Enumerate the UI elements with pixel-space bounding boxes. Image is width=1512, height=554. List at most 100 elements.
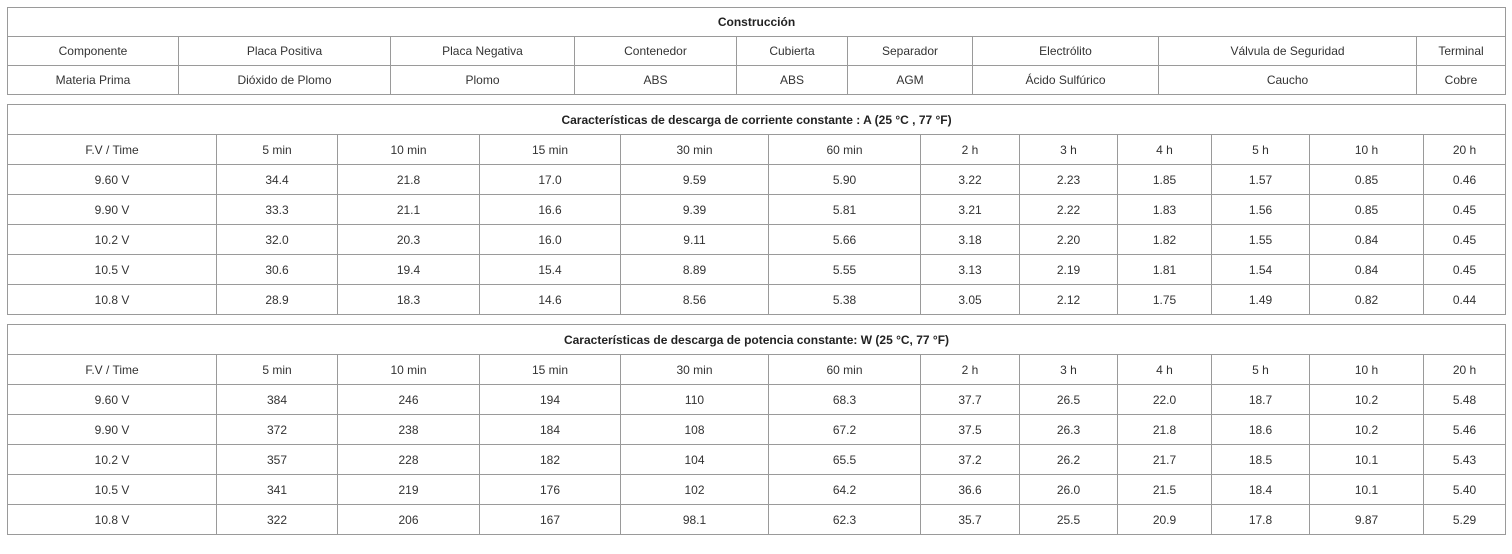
value-cell: 16.0 <box>479 224 621 255</box>
value-cell: 21.5 <box>1117 474 1212 505</box>
value-cell: 228 <box>337 444 480 475</box>
value-cell: 17.8 <box>1211 504 1310 535</box>
value-cell: 0.44 <box>1422 284 1507 315</box>
value-cell: 0.84 <box>1309 224 1424 255</box>
value-cell: 35.7 <box>920 504 1020 535</box>
row-label-cell: 10.2 V <box>7 444 217 475</box>
column-header: 10 min <box>337 354 480 385</box>
row-label-cell: 10.2 V <box>7 224 217 255</box>
value-cell: 2.22 <box>1019 194 1118 225</box>
power-table-title: Características de descarga de potencia … <box>7 324 1506 355</box>
value-cell: 5.66 <box>768 224 921 255</box>
value-cell: 102 <box>620 474 769 505</box>
value-cell: 20.3 <box>337 224 480 255</box>
value-cell: 19.4 <box>337 254 480 285</box>
value-cell: 341 <box>216 474 338 505</box>
value-cell: 3.18 <box>920 224 1020 255</box>
column-header: 5 min <box>216 134 338 165</box>
column-header: 60 min <box>768 354 921 385</box>
column-header: 15 min <box>479 354 621 385</box>
table-row: 10.8 V 28.9 18.3 14.6 8.56 5.38 3.05 2.12 1.75 1.… <box>7 284 1507 315</box>
table-row: 9.60 V 34.4 21.8 17.0 9.59 5.90 3.22 2.23 1.85 1.… <box>7 164 1507 195</box>
table-row: 10.2 V 32.0 20.3 16.0 9.11 5.66 3.18 2.20 1.82 1.… <box>7 224 1507 255</box>
value-cell: 104 <box>620 444 769 475</box>
value-cell: 65.5 <box>768 444 921 475</box>
value-cell: 26.3 <box>1019 414 1118 445</box>
value-cell: 10.1 <box>1309 444 1424 475</box>
value-cell: 0.84 <box>1309 254 1424 285</box>
value-cell: 26.2 <box>1019 444 1118 475</box>
column-header: 20 h <box>1423 354 1506 385</box>
value-cell: 28.9 <box>216 284 338 315</box>
value-cell: 37.5 <box>920 414 1020 445</box>
value-cell: 37.7 <box>920 384 1020 415</box>
column-header: 2 h <box>920 354 1020 385</box>
value-cell: 1.56 <box>1211 194 1310 225</box>
value-cell: 9.87 <box>1309 504 1424 535</box>
value-cell: 2.20 <box>1019 224 1118 255</box>
value-cell: 14.6 <box>479 284 621 315</box>
row-label-cell: 10.8 V <box>7 504 217 535</box>
current-table-title: Características de descarga de corriente… <box>6 104 1507 135</box>
row-label-cell: 10.5 V <box>7 254 217 285</box>
row-label-cell: 9.90 V <box>7 414 217 445</box>
value-cell: 0.46 <box>1422 164 1507 195</box>
value-cell: 5.90 <box>768 164 921 195</box>
column-header: 4 h <box>1117 354 1212 385</box>
value-cell: 1.83 <box>1117 194 1212 225</box>
column-header: 3 h <box>1019 354 1118 385</box>
value-cell: 34.4 <box>216 164 338 195</box>
value-cell: 10.2 <box>1309 414 1424 445</box>
value-cell: 206 <box>337 504 480 535</box>
column-header: 20 h <box>1422 134 1507 165</box>
current-title-row: Características de descarga de corriente… <box>6 104 1507 135</box>
value-cell: 9.39 <box>620 194 769 225</box>
value-cell: 5.46 <box>1423 414 1506 445</box>
value-cell: 10.1 <box>1309 474 1424 505</box>
value-cell: 0.45 <box>1422 224 1507 255</box>
value-cell: 21.1 <box>337 194 480 225</box>
value-cell: 182 <box>479 444 621 475</box>
material-cell: Plomo <box>390 65 575 95</box>
value-cell: 1.82 <box>1117 224 1212 255</box>
column-header: F.V / Time <box>7 134 217 165</box>
column-header: 10 h <box>1309 134 1424 165</box>
value-cell: 5.55 <box>768 254 921 285</box>
value-cell: 5.38 <box>768 284 921 315</box>
row-label-cell: 9.60 V <box>7 164 217 195</box>
row-label-cell: 9.60 V <box>7 384 217 415</box>
value-cell: 0.45 <box>1422 194 1507 225</box>
column-header: 30 min <box>620 354 769 385</box>
value-cell: 22.0 <box>1117 384 1212 415</box>
value-cell: 26.5 <box>1019 384 1118 415</box>
value-cell: 167 <box>479 504 621 535</box>
value-cell: 357 <box>216 444 338 475</box>
value-cell: 32.0 <box>216 224 338 255</box>
material-cell: AGM <box>847 65 973 95</box>
value-cell: 238 <box>337 414 480 445</box>
value-cell: 8.89 <box>620 254 769 285</box>
value-cell: 1.81 <box>1117 254 1212 285</box>
component-cell: Componente <box>7 36 179 66</box>
construction-title: Construcción <box>6 7 1507 37</box>
value-cell: 18.7 <box>1211 384 1310 415</box>
value-cell: 21.8 <box>1117 414 1212 445</box>
value-cell: 176 <box>479 474 621 505</box>
value-cell: 25.5 <box>1019 504 1118 535</box>
construction-table: Construcción Componente Placa Positiva Pla… <box>6 7 1507 95</box>
row-label-cell: 9.90 V <box>7 194 217 225</box>
value-cell: 1.57 <box>1211 164 1310 195</box>
column-header: 3 h <box>1019 134 1118 165</box>
material-cell: Cobre <box>1415 65 1507 95</box>
value-cell: 62.3 <box>768 504 921 535</box>
power-header-row: F.V / Time 5 min 10 min 15 min 30 min 60 min 2… <box>7 354 1506 385</box>
component-cell: Contenedor <box>574 36 737 66</box>
value-cell: 26.0 <box>1019 474 1118 505</box>
column-header: 60 min <box>768 134 921 165</box>
value-cell: 1.54 <box>1211 254 1310 285</box>
component-cell: Separador <box>847 36 973 66</box>
table-row: 9.90 V 372 238 184 108 67.2 37.5 26.3 21.8 18.6 10… <box>7 414 1506 445</box>
column-header: 5 min <box>216 354 338 385</box>
table-row: 10.8 V 322 206 167 98.1 62.3 35.7 25.5 20.9 17.8 9… <box>7 504 1506 535</box>
material-cell: ABS <box>574 65 737 95</box>
